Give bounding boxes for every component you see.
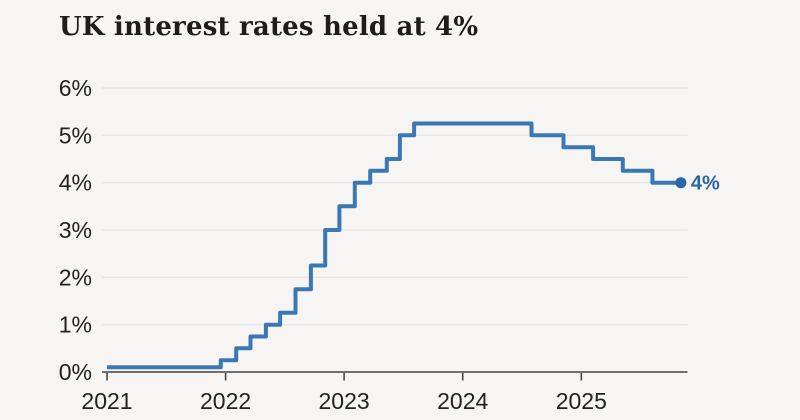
x-axis-label: 2021 (81, 388, 132, 414)
end-point-marker (675, 177, 687, 189)
y-axis-label: 0% (59, 359, 92, 385)
y-axis-label: 3% (59, 217, 92, 243)
x-axis-label: 2024 (437, 388, 488, 414)
y-axis-label: 6% (59, 75, 92, 101)
y-axis-label: 2% (59, 264, 92, 290)
y-axis-label: 4% (59, 170, 92, 196)
x-axis-label: 2023 (319, 388, 370, 414)
x-axis-label: 2025 (556, 388, 607, 414)
chart-title: UK interest rates held at 4% (59, 12, 479, 42)
y-axis-label: 1% (59, 312, 92, 338)
rate-step-line (107, 121, 681, 370)
end-point-label: 4% (691, 173, 720, 195)
y-axis-label: 5% (59, 122, 92, 148)
x-axis-label: 2022 (200, 388, 251, 414)
